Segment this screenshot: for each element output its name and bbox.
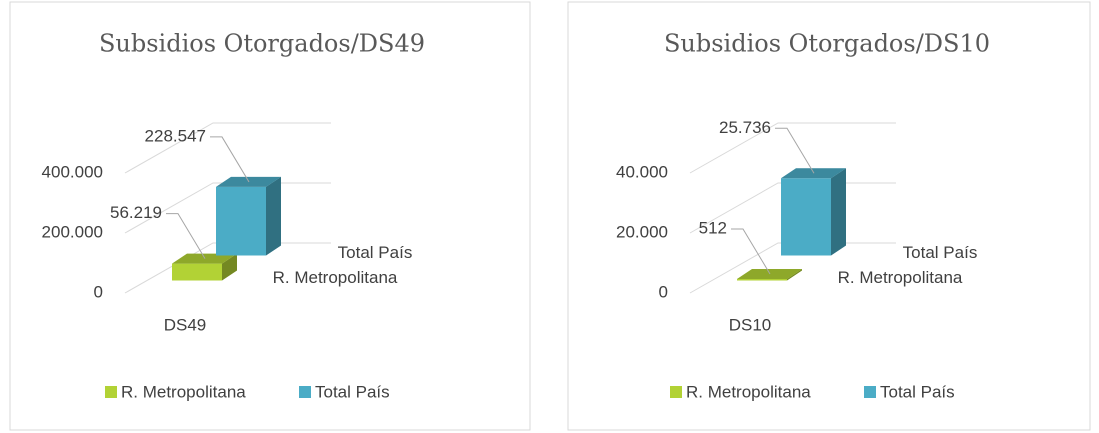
chart-title: Subsidios Otorgados/DS10 — [664, 30, 990, 58]
bar-side — [266, 176, 281, 256]
y-tick-label: 0 — [659, 282, 668, 301]
x-tick-label: DS49 — [164, 315, 207, 334]
leader-line — [775, 127, 815, 174]
y-tick-label: 20.000 — [616, 222, 668, 241]
bar — [737, 278, 787, 281]
bar — [781, 178, 831, 256]
legend-swatch — [299, 386, 311, 398]
bar-side — [787, 268, 802, 281]
grid-line — [124, 122, 331, 174]
bar-side — [831, 168, 846, 256]
bar-side-shade — [266, 176, 281, 256]
depth-label: Total País — [903, 243, 978, 262]
bar-side — [222, 253, 237, 281]
legend-swatch — [670, 386, 682, 398]
x-tick-label: DS10 — [729, 315, 772, 334]
data-label: 228.547 — [145, 126, 206, 145]
grid-line — [689, 242, 896, 294]
bar-side-shade — [787, 268, 802, 281]
grid-line — [689, 182, 896, 234]
legend-label: Total País — [315, 382, 390, 401]
legend-label: R. Metropolitana — [121, 382, 246, 401]
grid-line — [689, 122, 896, 174]
y-tick-label: 0 — [94, 282, 103, 301]
chart-title: Subsidios Otorgados/DS49 — [99, 30, 425, 58]
bar-side-shade — [222, 253, 237, 281]
legend-label: R. Metropolitana — [686, 382, 811, 401]
grid-line — [124, 242, 331, 294]
depth-label: R. Metropolitana — [838, 268, 963, 287]
bar — [216, 186, 266, 256]
y-tick-label: 40.000 — [616, 162, 668, 181]
leader-line — [731, 228, 771, 275]
leader-line — [166, 213, 206, 259]
legend-swatch — [105, 386, 117, 398]
leader-line — [210, 136, 250, 183]
grid-line — [124, 182, 331, 234]
bar — [172, 263, 222, 281]
legend-label: Total País — [880, 382, 955, 401]
data-label: 56.219 — [110, 203, 162, 222]
data-label: 512 — [699, 218, 727, 237]
y-tick-label: 400.000 — [42, 162, 103, 181]
depth-label: Total País — [338, 243, 413, 262]
bar-side-shade — [831, 168, 846, 256]
legend-swatch — [864, 386, 876, 398]
y-tick-label: 200.000 — [42, 222, 103, 241]
depth-label: R. Metropolitana — [273, 268, 398, 287]
data-label: 25.736 — [719, 118, 771, 137]
